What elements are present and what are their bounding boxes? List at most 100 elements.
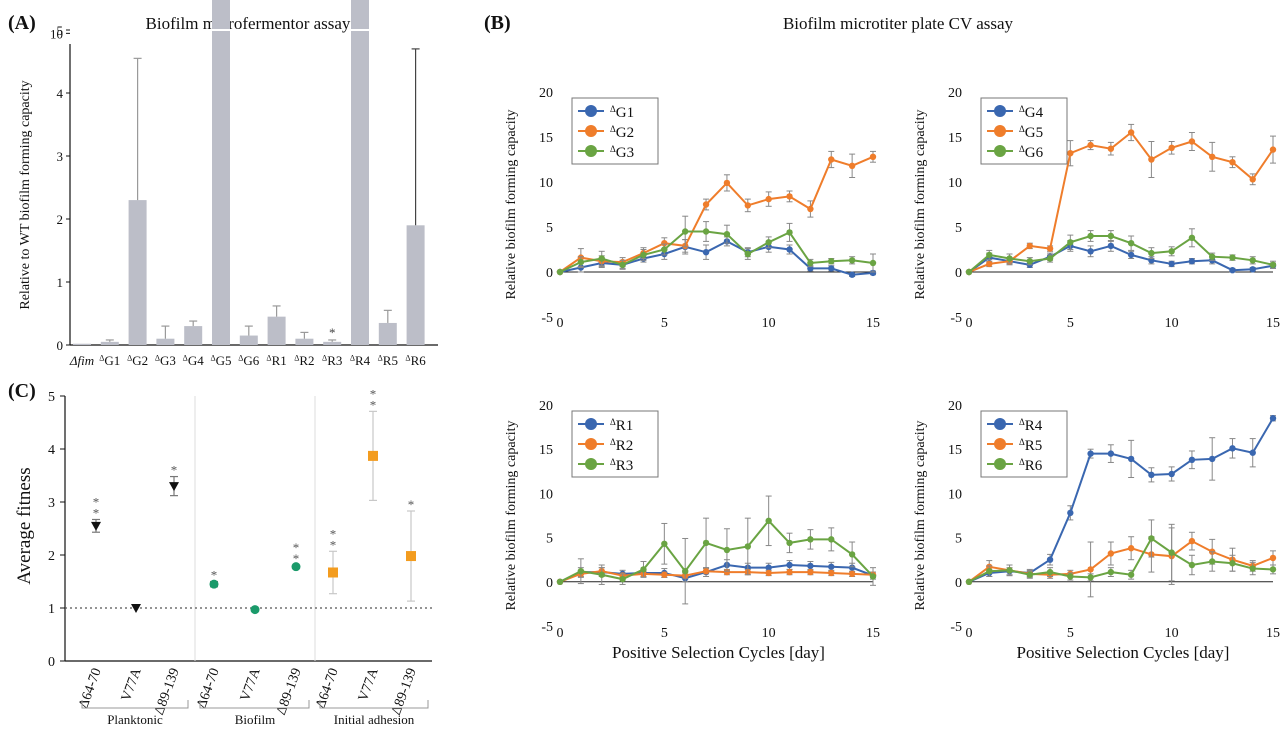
b-series-line [559,570,874,583]
b-data-point [702,539,710,547]
b-data-point [1107,568,1115,576]
a-y-tick-label: 2 [57,212,64,227]
b-data-point [1148,471,1155,479]
a-bar [351,0,369,346]
a-y-tick-label: 4 [57,86,64,101]
b-data-point [1249,266,1256,273]
b-x-tick-label: 0 [557,316,564,331]
a-bar [128,200,147,345]
c-significance: * [93,505,100,520]
b-data-point [702,201,710,208]
b-data-point [828,563,835,570]
a-x-tick-label: ΔG4 [183,353,205,368]
a-significance: * [329,325,336,340]
b-data-point [1269,554,1277,562]
b-legend-swatch [994,105,1006,117]
b-x-tick-label: 5 [1067,626,1074,641]
a-bar [184,326,203,345]
a-x-tick-label: ΔG6 [238,353,260,368]
b-data-point [1209,153,1216,160]
b-x-tick-label: 15 [1266,626,1280,641]
b-data-point [765,195,772,203]
b-data-point [1249,176,1256,183]
b-y-tick-label: 0 [955,266,962,281]
b-data-point [661,571,668,578]
a-bar [73,343,91,345]
b-data-point [702,249,710,256]
b-legend-swatch [994,418,1006,430]
b-data-point [661,540,668,547]
a-x-tick-label: ΔG5 [210,353,231,368]
b-series-line [559,155,874,273]
b-legend-label: ΔG5 [1019,124,1043,141]
b-y-tick-label: -5 [950,311,962,326]
b-data-point [1188,537,1196,545]
c-point-circle [209,579,219,589]
b-data-point [1148,249,1155,257]
b-series-line [559,240,874,276]
b-data-point [1107,145,1115,152]
b-data-point [744,250,751,258]
b-legend-label: ΔG3 [610,144,634,161]
a-x-tick-label: ΔR1 [266,353,286,368]
b-data-point [786,539,793,547]
b-data-point [765,239,772,246]
b-series-line [968,539,1274,583]
b-legend-swatch [585,145,597,157]
b-data-point [702,567,710,575]
b-legend-swatch [994,145,1006,157]
b-x-tick-label: 10 [1165,626,1179,641]
b-data-point [702,228,710,235]
c-x-tick-label: Δ89-139 [274,666,305,717]
a-y-axis-label: Relative to WT biofilm forming capacity [18,80,33,309]
b-data-point [1168,260,1175,268]
b-legend-label: ΔR1 [610,417,633,434]
b-data-point [1006,255,1013,262]
panel-a-letter: (A) [8,12,36,34]
b-x-axis-label: Positive Selection Cycles [day] [612,643,825,662]
b-y-tick-label: 0 [546,266,553,281]
b-data-point [786,193,793,200]
b-y-tick-label: 20 [948,86,962,101]
b-data-point [869,259,877,267]
b-data-point [640,566,647,573]
c-point-square [368,450,378,461]
c-significance: * [211,568,218,583]
c-y-tick-label: 0 [48,655,55,670]
b-data-point [1269,415,1277,422]
b-data-point [1269,261,1277,268]
chart-b: -5 0 5 10 15 20 0 5 10 15 Relative biofilm forming… [504,86,1280,662]
b-data-point [1026,571,1034,578]
c-significance: * [293,551,300,566]
a-bar [267,316,286,345]
b-data-point [1087,574,1094,581]
c-point-circle [291,562,301,572]
b-data-point [619,261,626,268]
c-x-tick-label: V77A [356,665,382,703]
b-y-tick-label: -5 [541,311,553,326]
b-data-point [1067,509,1074,517]
c-significance: * [370,386,377,401]
b-y-tick-label: 5 [955,221,962,236]
a-y-tick-label: 5 [57,23,64,38]
b-legend-label: ΔG2 [610,124,634,141]
a-y-tick-label: 0 [57,338,64,353]
b-data-point [1046,568,1054,576]
b-data-point [1188,234,1196,241]
b-data-point [828,569,835,577]
a-bar [100,341,119,345]
b-legend-swatch [994,458,1006,470]
b-data-point [807,568,814,576]
c-x-tick-label: Δ64-70 [76,666,104,710]
b-y-tick-label: 20 [948,399,962,414]
panel-a-title: Biofilm microfermentor assay [146,14,351,33]
b-data-point [848,551,856,558]
b-data-point [1148,156,1155,163]
c-x-tick-label: V77A [119,665,145,703]
c-significance: * [370,397,377,412]
b-data-point [828,156,835,163]
b-legend-swatch [994,438,1006,450]
c-point-triangle [131,604,141,613]
c-point-triangle [91,521,101,531]
b-data-point [1107,242,1115,250]
